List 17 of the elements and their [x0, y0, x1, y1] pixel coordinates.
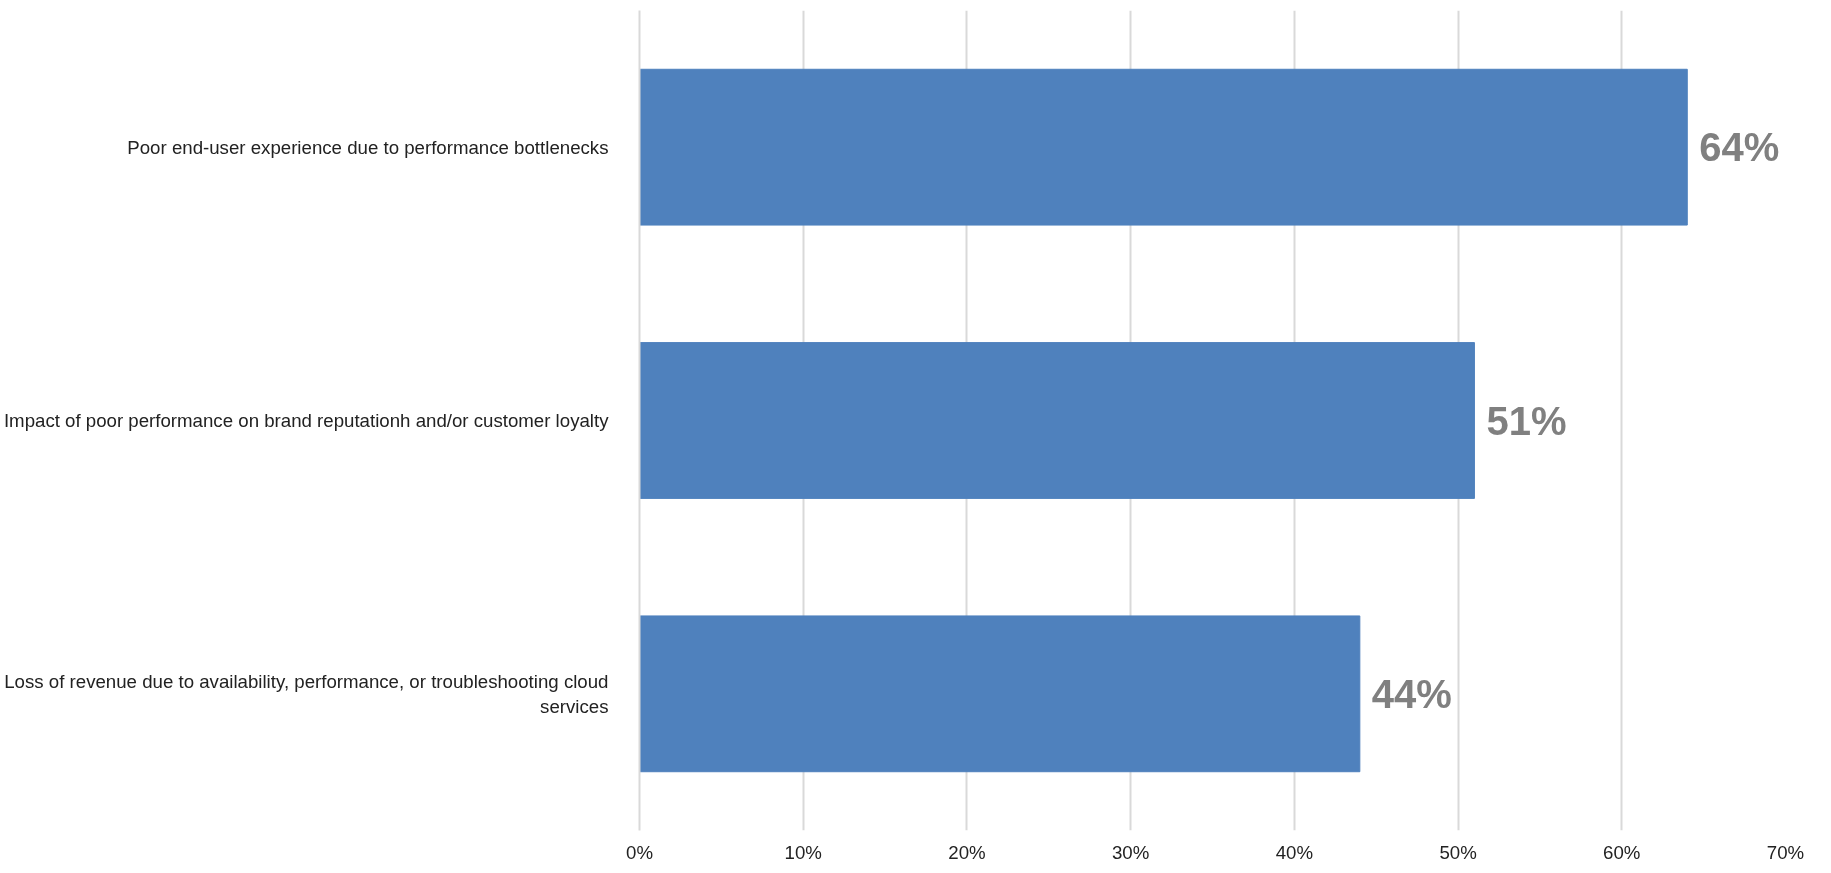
data-label: 51%	[1486, 398, 1567, 443]
x-tick-label: 40%	[1275, 841, 1314, 863]
bar	[639, 68, 1688, 226]
y-tick-label: Poor end-user experience due to performance bottlenecks	[127, 136, 609, 158]
data-label: 64%	[1699, 125, 1780, 170]
bar	[639, 342, 1475, 499]
x-tick-label: 60%	[1603, 841, 1641, 863]
y-tick-label: Loss of revenue due to availability, performance, or troubleshooting cloud services	[4, 670, 609, 717]
x-tick-label: 50%	[1439, 841, 1477, 863]
y-tick-label: Impact of poor performance on brand reputationh and/or customer loyalty	[3, 410, 610, 431]
x-tick-label: 30%	[1111, 841, 1150, 863]
x-tick-label: 20%	[948, 841, 986, 863]
x-tick-label: 70%	[1766, 841, 1805, 863]
x-tick-label: 0%	[626, 841, 653, 863]
x-tick-label: 10%	[784, 841, 822, 863]
bar	[639, 615, 1361, 773]
data-label: 44%	[1371, 671, 1452, 716]
